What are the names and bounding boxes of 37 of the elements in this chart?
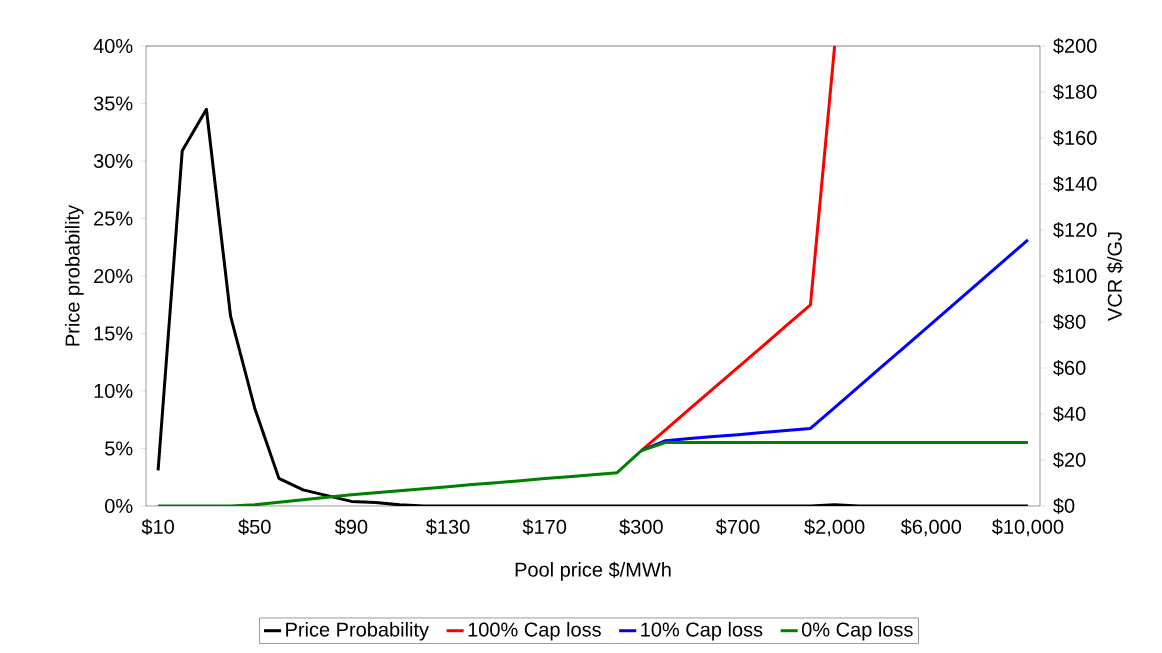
y-tick-label: 40% [93,38,133,54]
y2-tick-label: $0 [1053,497,1075,515]
y-tick-label: 35% [93,96,133,111]
y2-tick-label: $100 [1053,267,1097,285]
x-axis-title: Pool price $/MWh [515,561,671,581]
y2-tick-label: $160 [1053,129,1097,147]
x-tick-label: $10,000 [991,518,1064,537]
x-tick-label: $300 [619,518,663,536]
legend-label: 100% Cap loss [468,621,601,641]
y2-tick-label: $120 [1053,221,1097,239]
y-tick-label: 10% [94,383,133,399]
x-tick-label: $90 [334,518,368,536]
y-axis-title: Price probability [64,204,84,346]
y-tick-label: 20% [94,268,133,284]
x-tick-label: $170 [522,518,567,536]
x-tick-label: $130 [426,518,470,536]
y-tick-label: 0% [105,498,133,514]
y-tick-label: 5% [105,441,133,456]
y2-tick-label: $20 [1053,451,1086,469]
x-tick-label: $50 [238,518,271,536]
x-tick-label: $700 [715,518,760,536]
y2-tick-label: $60 [1053,359,1086,377]
legend-label: 0% Cap loss [801,621,913,641]
x-tick-label: $10 [141,518,174,536]
y2-axis-title: VCR $/GJ [1106,232,1124,321]
y-tick-label: 15% [94,326,133,341]
y2-tick-label: $80 [1053,313,1086,331]
legend-label: Price Probability [286,621,429,641]
y2-tick-label: $140 [1053,175,1097,193]
x-tick-label: $6,000 [900,518,962,537]
y2-tick-label: $40 [1053,405,1086,423]
x-tick-label: $2,000 [804,518,865,537]
y-tick-label: 25% [94,211,133,226]
y2-tick-label: $200 [1053,37,1097,55]
y2-tick-label: $180 [1053,83,1097,101]
legend-label: 10% Cap loss [641,621,763,641]
y-tick-label: 30% [93,153,133,169]
